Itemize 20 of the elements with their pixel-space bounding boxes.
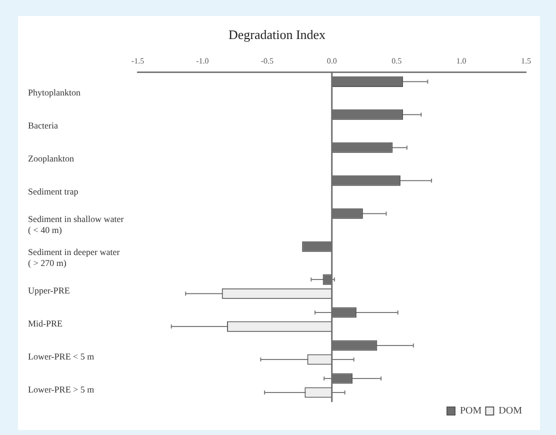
x-tick-label: 1.0: [456, 56, 466, 66]
x-tick-label: 0.5: [392, 56, 402, 66]
legend-label: DOM: [498, 406, 522, 417]
x-tick-label: -0.5: [260, 56, 274, 66]
y-tick-label: Lower-PRE < 5 m: [28, 351, 94, 362]
chart-title: Degradation Index: [228, 27, 326, 42]
x-tick-label: 0.0: [326, 56, 337, 66]
x-tick-label: 1.5: [521, 56, 531, 66]
y-tick-label: Bacteria: [28, 120, 58, 131]
y-tick-label: Sediment in deeper water ( > 270 m): [28, 247, 120, 268]
y-tick-label: Mid-PRE: [28, 318, 64, 328]
legend-label: POM: [460, 406, 482, 417]
y-tick-label: Zooplankton: [28, 154, 74, 164]
y-tick-label: Lower-PRE > 5 m: [28, 384, 94, 394]
x-tick-label: -1.0: [196, 56, 209, 66]
y-tick-label: Upper-PRE: [28, 285, 70, 296]
y-tick-label: Phytoplankton: [28, 88, 81, 98]
x-tick-label: -1.5: [131, 56, 144, 66]
y-tick-label: Sediment trap: [28, 186, 79, 196]
y-tick-label: Sediment in shallow water ( < 40 m): [28, 214, 124, 235]
